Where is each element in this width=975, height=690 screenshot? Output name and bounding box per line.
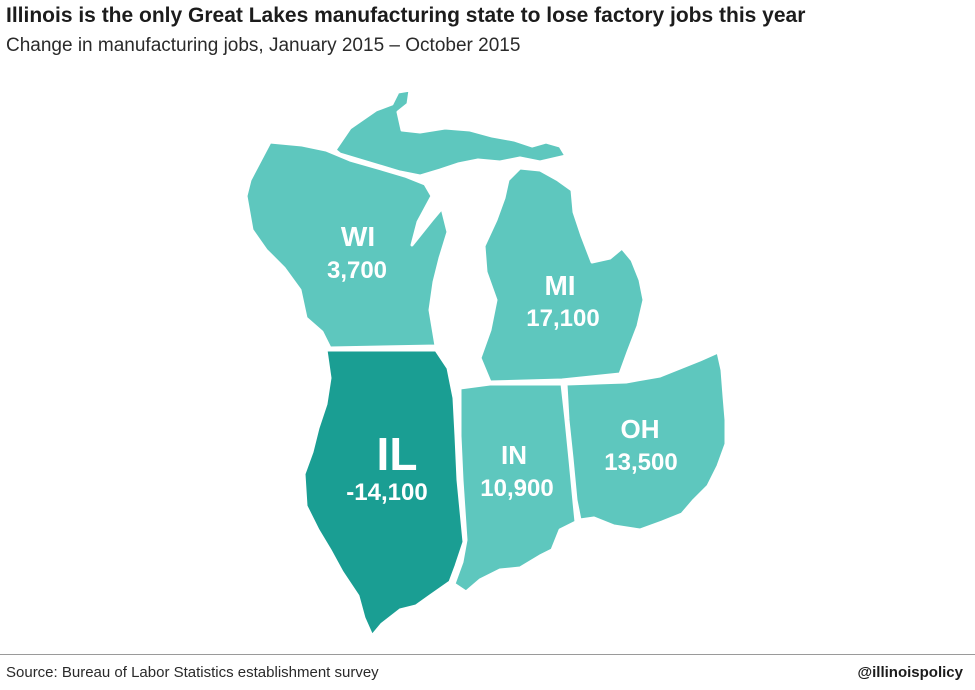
source-note: Source: Bureau of Labor Statistics estab… <box>6 664 379 681</box>
state-value-oh: 13,500 <box>604 449 677 476</box>
state-code-in: IN <box>501 440 527 470</box>
state-shape-in <box>452 382 578 594</box>
state-shape-wi <box>244 140 450 350</box>
state-value-il: -14,100 <box>346 479 427 506</box>
state-value-wi: 3,700 <box>327 257 387 284</box>
great-lakes-map: WI 3,700 MI 17,100 IL -14,100 IN 10,900 … <box>244 88 728 638</box>
state-code-il: IL <box>377 428 418 480</box>
state-code-mi: MI <box>544 270 575 301</box>
state-shape-oh <box>564 350 728 532</box>
state-code-oh: OH <box>621 414 660 444</box>
page-subtitle: Change in manufacturing jobs, January 20… <box>6 35 521 56</box>
state-value-mi: 17,100 <box>526 305 599 332</box>
footer-divider <box>0 654 975 655</box>
page-title: Illinois is the only Great Lakes manufac… <box>6 4 806 27</box>
state-value-in: 10,900 <box>480 475 553 502</box>
state-shape-il <box>302 348 466 638</box>
state-code-wi: WI <box>341 221 375 252</box>
brand-handle: @illinoispolicy <box>857 664 963 681</box>
state-shape-mi-upper <box>333 88 568 178</box>
state-shape-mi <box>478 166 646 384</box>
